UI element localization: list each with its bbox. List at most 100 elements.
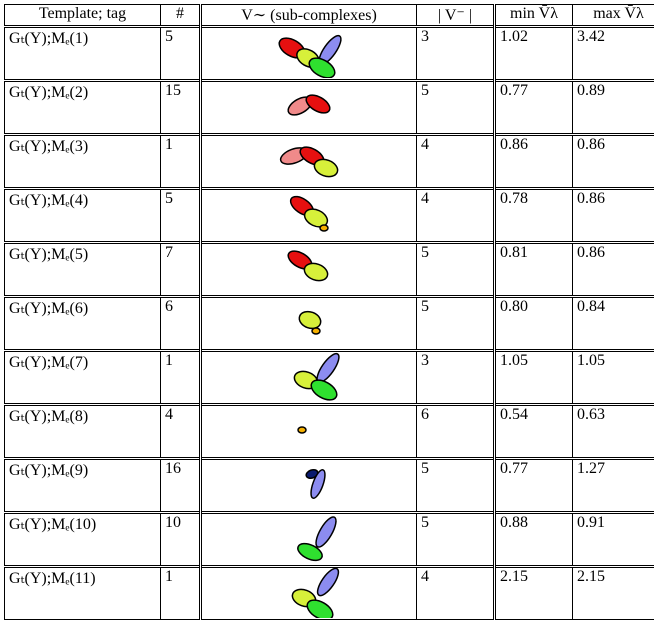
min-cell: 2.15 xyxy=(495,567,573,620)
vminus-cell: 4 xyxy=(417,189,495,243)
min-cell: 0.86 xyxy=(495,135,573,189)
count-cell: 5 xyxy=(161,189,201,243)
min-cell: 0.81 xyxy=(495,243,573,297)
count-cell: 10 xyxy=(161,513,201,567)
tag-cell: Gₜ(Y);Mₑ(4) xyxy=(5,189,161,243)
min-cell: 0.77 xyxy=(495,459,573,513)
sub-complex-cell xyxy=(201,567,417,620)
min-cell: 1.05 xyxy=(495,351,573,405)
min-cell: 0.88 xyxy=(495,513,573,567)
vminus-cell: 5 xyxy=(417,459,495,513)
max-cell: 0.86 xyxy=(573,243,654,297)
max-cell: 0.63 xyxy=(573,405,654,459)
sub-complex-cell xyxy=(201,243,417,297)
header-cell: min V̄λ xyxy=(495,5,573,27)
sub-complex-diagram xyxy=(254,82,364,132)
min-cell: 0.80 xyxy=(495,297,573,351)
header-cell: | V⁻ | xyxy=(417,5,495,27)
vminus-cell: 3 xyxy=(417,351,495,405)
sub-complex-diagram xyxy=(254,460,364,510)
vminus-cell: 6 xyxy=(417,405,495,459)
tag-cell: Gₜ(Y);Mₑ(8) xyxy=(5,405,161,459)
results-table: Template; tag # V∼ (sub-complexes) | V⁻ … xyxy=(4,4,654,620)
count-cell: 7 xyxy=(161,243,201,297)
sub-complex-cell xyxy=(201,351,417,405)
vminus-cell: 4 xyxy=(417,135,495,189)
header-row: Template; tag # V∼ (sub-complexes) | V⁻ … xyxy=(5,5,654,27)
sub-complex-shape xyxy=(303,91,333,116)
count-cell: 1 xyxy=(161,135,201,189)
max-cell: 1.05 xyxy=(573,351,654,405)
sub-complex-cell xyxy=(201,189,417,243)
max-cell: 0.89 xyxy=(573,81,654,135)
max-cell: 2.15 xyxy=(573,567,654,620)
sub-complex-diagram xyxy=(254,352,364,402)
header-cell: # xyxy=(161,5,201,27)
sub-complex-cell xyxy=(201,81,417,135)
tag-cell: Gₜ(Y);Mₑ(3) xyxy=(5,135,161,189)
header-cell: Template; tag xyxy=(5,5,161,27)
vminus-cell: 5 xyxy=(417,81,495,135)
count-cell: 1 xyxy=(161,351,201,405)
count-cell: 16 xyxy=(161,459,201,513)
sub-complex-shape xyxy=(312,514,339,549)
sub-complex-diagram xyxy=(254,190,364,240)
tag-cell: Gₜ(Y);Mₑ(5) xyxy=(5,243,161,297)
vminus-cell: 4 xyxy=(417,567,495,620)
tag-cell: Gₜ(Y);Mₑ(1) xyxy=(5,27,161,81)
max-cell: 0.86 xyxy=(573,135,654,189)
vminus-cell: 5 xyxy=(417,243,495,297)
sub-complex-diagram xyxy=(254,406,364,456)
max-cell: 3.42 xyxy=(573,27,654,81)
max-cell: 0.86 xyxy=(573,189,654,243)
vminus-cell: 5 xyxy=(417,297,495,351)
count-cell: 15 xyxy=(161,81,201,135)
sub-complex-shape xyxy=(297,309,323,332)
sub-complex-cell xyxy=(201,135,417,189)
sub-complex-diagram xyxy=(254,136,364,186)
vminus-cell: 5 xyxy=(417,513,495,567)
min-cell: 0.78 xyxy=(495,189,573,243)
max-cell: 1.27 xyxy=(573,459,654,513)
tag-cell: Gₜ(Y);Mₑ(10) xyxy=(5,513,161,567)
sub-complex-cell xyxy=(201,27,417,81)
sub-complex-cell xyxy=(201,513,417,567)
tag-cell: Gₜ(Y);Mₑ(9) xyxy=(5,459,161,513)
sub-complex-shape xyxy=(312,328,320,334)
tag-cell: Gₜ(Y);Mₑ(7) xyxy=(5,351,161,405)
header-cell: max V̄λ xyxy=(573,5,654,27)
count-cell: 6 xyxy=(161,297,201,351)
sub-complex-diagram xyxy=(254,28,364,78)
min-cell: 0.77 xyxy=(495,81,573,135)
sub-complex-diagram xyxy=(254,298,364,348)
tag-cell: Gₜ(Y);Mₑ(2) xyxy=(5,81,161,135)
max-cell: 0.91 xyxy=(573,513,654,567)
sub-complex-shape xyxy=(298,427,306,433)
page: Template; tag # V∼ (sub-complexes) | V⁻ … xyxy=(0,4,654,603)
tag-cell: Gₜ(Y);Mₑ(6) xyxy=(5,297,161,351)
sub-complex-cell xyxy=(201,459,417,513)
count-cell: 5 xyxy=(161,27,201,81)
sub-complex-diagram xyxy=(254,514,364,564)
header-cell: V∼ (sub-complexes) xyxy=(201,5,417,27)
min-cell: 1.02 xyxy=(495,27,573,81)
count-cell: 4 xyxy=(161,405,201,459)
sub-complex-cell xyxy=(201,405,417,459)
sub-complex-cell xyxy=(201,297,417,351)
max-cell: 0.84 xyxy=(573,297,654,351)
tag-cell: Gₜ(Y);Mₑ(11) xyxy=(5,567,161,620)
count-cell: 1 xyxy=(161,567,201,620)
sub-complex-shape xyxy=(314,568,342,599)
sub-complex-diagram xyxy=(254,568,364,618)
